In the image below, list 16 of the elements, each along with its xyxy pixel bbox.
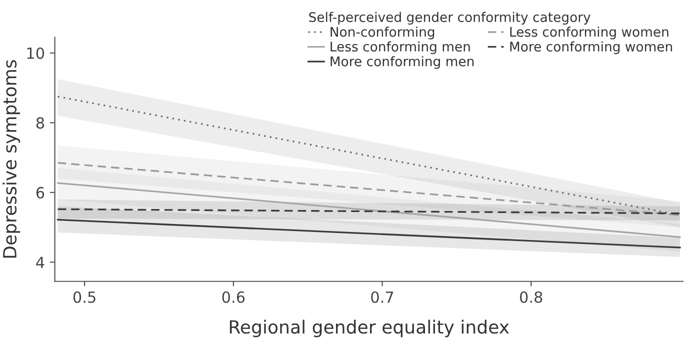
legend-label: Non-conforming xyxy=(330,26,434,40)
legend-label: More conforming men xyxy=(330,56,474,69)
legend-label: Less conforming women xyxy=(510,26,668,40)
legend-title: Self-perceived gender conformity category xyxy=(309,12,590,25)
y-tick-label: 8 xyxy=(36,117,44,129)
y-tick-label: 6 xyxy=(36,186,44,198)
legend-label: More conforming women xyxy=(510,41,672,54)
y-tick-label: 4 xyxy=(36,256,44,268)
x-axis-title: Regional gender equality index xyxy=(230,320,509,338)
x-tick-label: 0.6 xyxy=(222,291,245,303)
x-tick-label: 0.7 xyxy=(371,291,394,303)
x-tick-label: 0.8 xyxy=(520,291,542,303)
legend-label: Less conforming men xyxy=(330,41,470,54)
y-tick-label: 10 xyxy=(27,47,44,59)
y-axis-title: Depressive symptoms xyxy=(2,60,20,258)
x-tick-label: 0.5 xyxy=(73,291,96,303)
